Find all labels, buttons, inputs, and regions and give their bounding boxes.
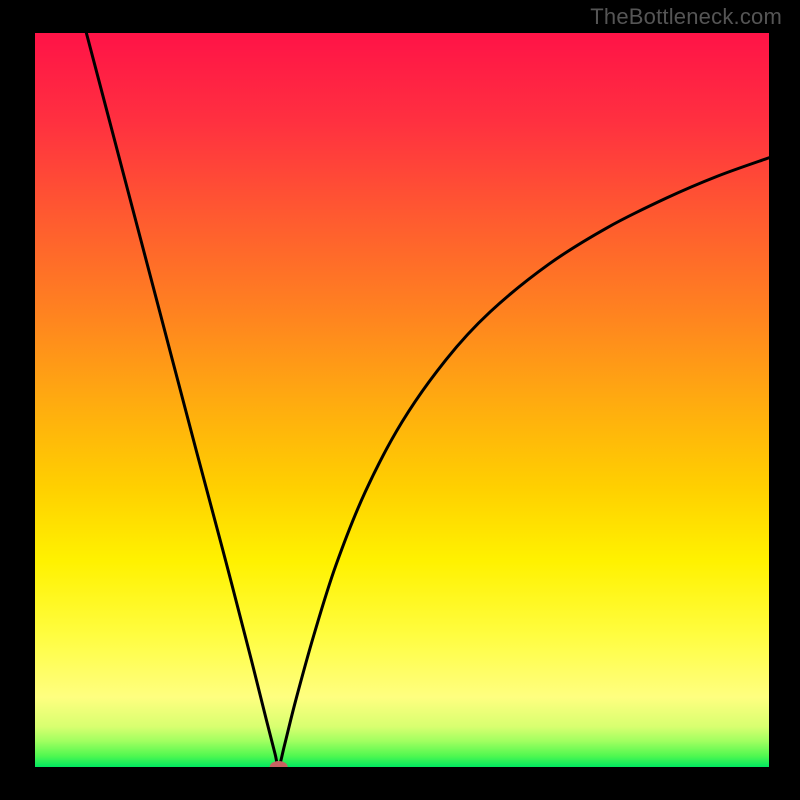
curve-line <box>86 33 769 767</box>
bottleneck-curve <box>35 33 769 767</box>
min-point-marker <box>270 761 288 767</box>
chart-canvas: TheBottleneck.com <box>0 0 800 800</box>
watermark-text: TheBottleneck.com <box>590 4 782 30</box>
plot-area <box>35 33 769 767</box>
